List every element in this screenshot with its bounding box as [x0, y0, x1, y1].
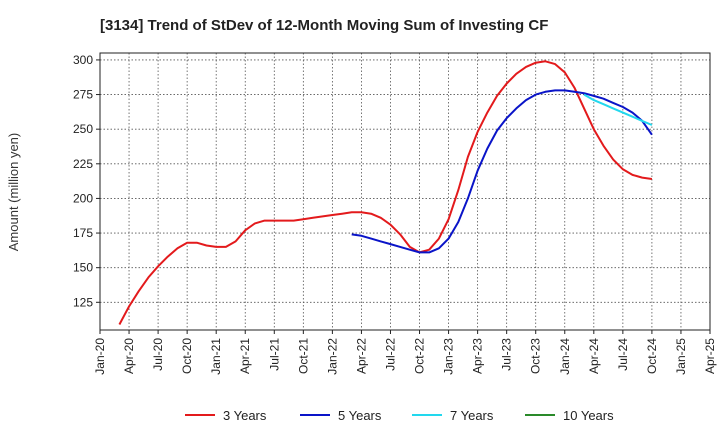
x-tick-label: Jan-23 [442, 338, 456, 375]
x-tick-label: Oct-20 [180, 338, 194, 374]
x-tick-label: Jan-20 [93, 338, 107, 375]
x-tick-label: Jan-24 [558, 338, 572, 375]
series-lines [118, 60, 653, 325]
axis-ticks: Jan-20 Apr-20 Jul-20 Oct-20 Jan-21 Apr-21 Jul-… [73, 53, 717, 375]
y-axis-label: Amount (million yen) [6, 133, 21, 252]
x-tick-label: Apr-20 [122, 338, 136, 374]
x-tick-label: Oct-21 [296, 338, 310, 374]
legend: 3 Years 5 Years 7 Years 10 Years [185, 408, 614, 423]
y-tick-label: 200 [73, 191, 93, 205]
x-tick-label: Jul-24 [616, 338, 630, 371]
series-line-7-years [583, 93, 653, 126]
x-tick-label: Jan-25 [674, 338, 688, 375]
y-tick-label: 150 [73, 261, 93, 275]
x-tick-label: Apr-23 [471, 338, 485, 374]
legend-label-7-years: 7 Years [450, 408, 494, 423]
series-line-3-years [118, 60, 653, 325]
x-tick-label: Apr-21 [238, 338, 252, 374]
plot-frame [99, 52, 711, 331]
x-tick-label: Jul-20 [151, 338, 165, 371]
x-tick-label: Apr-25 [703, 338, 717, 374]
y-tick-label: 225 [73, 157, 93, 171]
x-tick-label: Jul-22 [383, 338, 397, 371]
y-tick-label: 300 [73, 53, 93, 67]
x-tick-label: Jan-21 [209, 338, 223, 375]
legend-label-5-years: 5 Years [338, 408, 382, 423]
x-tick-label: Oct-23 [529, 338, 543, 374]
x-tick-label: Jul-21 [267, 338, 281, 371]
x-tick-label: Oct-24 [645, 338, 659, 374]
x-tick-label: Jan-22 [325, 338, 339, 375]
chart-title: [3134] Trend of StDev of 12-Month Moving… [100, 17, 548, 34]
y-tick-label: 250 [73, 122, 93, 136]
y-tick-label: 175 [73, 226, 93, 240]
legend-label-10-years: 10 Years [563, 408, 614, 423]
plot-area [100, 53, 710, 330]
x-tick-label: Jul-23 [500, 338, 514, 371]
x-tick-label: Apr-24 [587, 338, 601, 374]
x-tick-label: Apr-22 [354, 338, 368, 374]
y-tick-label: 125 [73, 295, 93, 309]
x-tick-label: Oct-22 [413, 338, 427, 374]
y-tick-label: 275 [73, 88, 93, 102]
series-line-5-years [351, 89, 653, 254]
legend-label-3-years: 3 Years [223, 408, 267, 423]
